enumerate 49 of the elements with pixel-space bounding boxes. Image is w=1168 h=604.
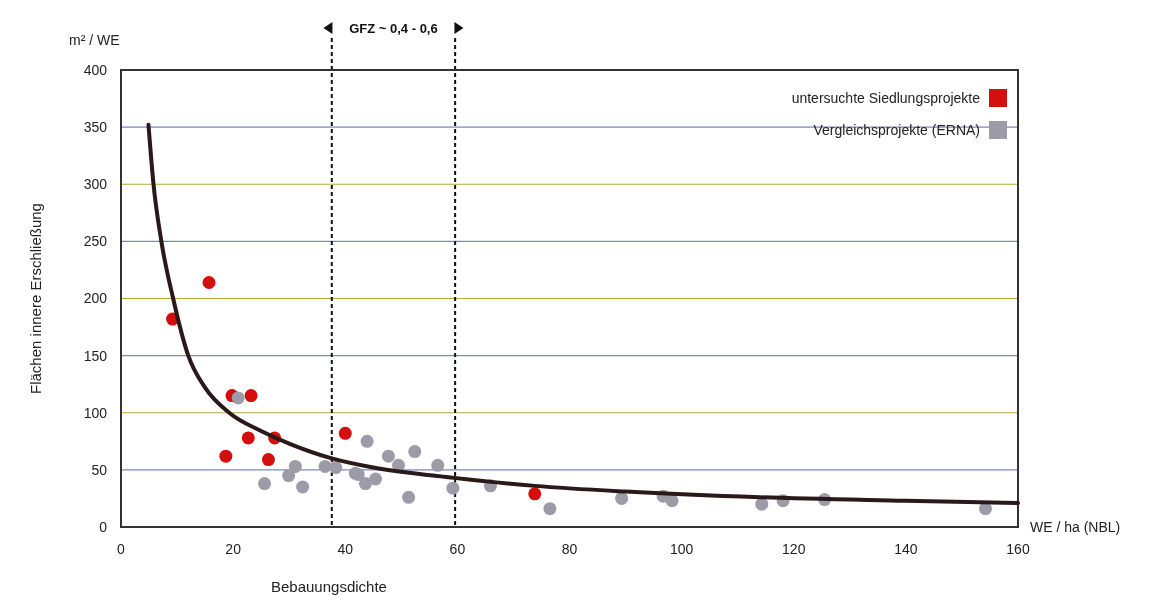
- x-tick-label: 160: [1006, 541, 1030, 557]
- x-tick-label: 100: [669, 541, 694, 557]
- x-tick-label: 40: [337, 541, 354, 557]
- text: m² / WE: [69, 32, 120, 48]
- point: [528, 487, 542, 501]
- point: [288, 459, 302, 473]
- point: [360, 434, 374, 448]
- point: [755, 497, 769, 511]
- point: [446, 481, 460, 495]
- point: [615, 491, 629, 505]
- y-axis-title: Flächen innere Erschließung: [27, 203, 44, 394]
- point: [241, 431, 255, 445]
- y-tick-label: 300: [83, 176, 108, 193]
- point: [369, 472, 383, 486]
- y-tick-label: 150: [83, 347, 108, 364]
- point: [408, 445, 422, 459]
- x-tick-label: 120: [782, 541, 806, 557]
- point: [381, 449, 395, 463]
- point: [338, 426, 352, 440]
- point: [431, 458, 445, 472]
- y-tick-label: 350: [83, 119, 108, 136]
- point: [543, 502, 557, 516]
- point: [261, 453, 275, 467]
- x-tick-label: 20: [225, 541, 242, 557]
- legend-label: untersuchte Siedlungsprojekte: [791, 89, 981, 106]
- point: [282, 469, 296, 483]
- y-tick-label: 50: [91, 461, 108, 478]
- x-tick-label: 80: [561, 541, 578, 557]
- point: [258, 477, 272, 491]
- y-tick-label: 200: [83, 290, 108, 307]
- point: [329, 461, 343, 475]
- text: WE / ha (NBL): [1030, 519, 1121, 535]
- point: [202, 276, 216, 290]
- y-tick-label: 250: [83, 233, 108, 250]
- point: [358, 477, 372, 491]
- point: [402, 490, 416, 504]
- point: [231, 391, 245, 405]
- x-tick-label: 0: [117, 541, 126, 557]
- y-tick-label: 100: [83, 404, 108, 421]
- x-tick-label: 140: [894, 541, 918, 557]
- y-tick-label: 400: [83, 61, 108, 78]
- point: [296, 480, 310, 494]
- x-tick-label: 60: [449, 541, 466, 557]
- x-axis-title: Bebauungsdichte: [271, 578, 387, 595]
- text: GFZ ~ 0,4 - 0,6: [349, 21, 438, 36]
- point: [219, 449, 233, 463]
- legend-label: Vergleichsprojekte (ERNA): [813, 121, 980, 138]
- point: [244, 389, 258, 403]
- y-tick-label: 0: [99, 518, 108, 535]
